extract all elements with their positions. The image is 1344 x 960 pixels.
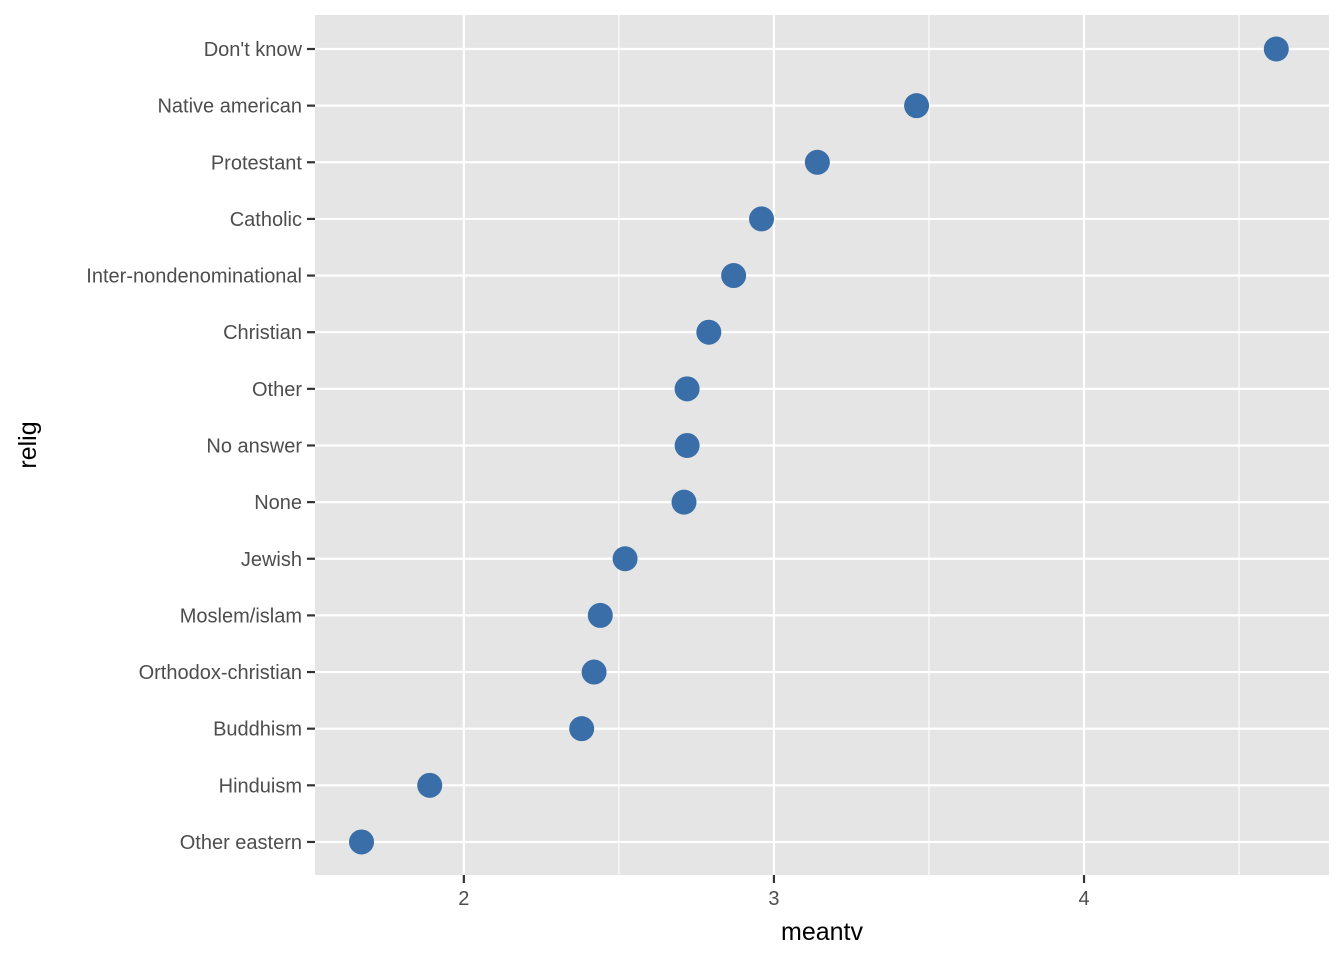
data-point [612, 546, 638, 572]
data-point [904, 93, 930, 119]
x-tick-label: 3 [768, 888, 779, 910]
data-point [804, 149, 830, 175]
y-tick-label: Jewish [241, 549, 302, 571]
y-tick-label: Hinduism [219, 775, 302, 797]
y-tick-label: Other eastern [180, 832, 302, 854]
data-point [674, 432, 700, 458]
data-point [417, 772, 443, 798]
data-point [581, 659, 607, 685]
y-tick-label: Christian [223, 322, 302, 344]
data-point [569, 716, 595, 742]
data-point [749, 206, 775, 232]
data-point [671, 489, 697, 515]
data-point [674, 376, 700, 402]
y-tick-label: Don't know [204, 39, 303, 61]
y-tick-label: Other [252, 379, 302, 401]
x-tick-label: 4 [1078, 888, 1089, 910]
y-tick-label: Orthodox-christian [139, 662, 302, 684]
x-axis: 2 3 4 [458, 875, 1090, 910]
major-gridlines [315, 15, 1329, 875]
x-axis-title: meantv [781, 918, 863, 946]
y-tick-label: Buddhism [213, 719, 302, 741]
x-tick-label: 2 [458, 888, 469, 910]
data-point [1263, 36, 1289, 62]
data-point [696, 319, 722, 345]
y-axis-title: relig [14, 421, 42, 468]
y-tick-label: Protestant [211, 152, 303, 174]
y-axis: Don't know Native american Protestant Catho… [86, 39, 315, 854]
y-tick-label: Moslem/islam [180, 605, 302, 627]
data-point [587, 602, 613, 628]
y-tick-label: Catholic [230, 209, 302, 231]
data-point [349, 829, 375, 855]
y-tick-label: Native american [157, 96, 302, 118]
y-tick-label: Inter-nondenominational [86, 266, 302, 288]
y-tick-label: No answer [206, 435, 302, 457]
data-points [349, 36, 1289, 855]
y-tick-label: None [254, 492, 302, 514]
data-point [721, 263, 747, 289]
